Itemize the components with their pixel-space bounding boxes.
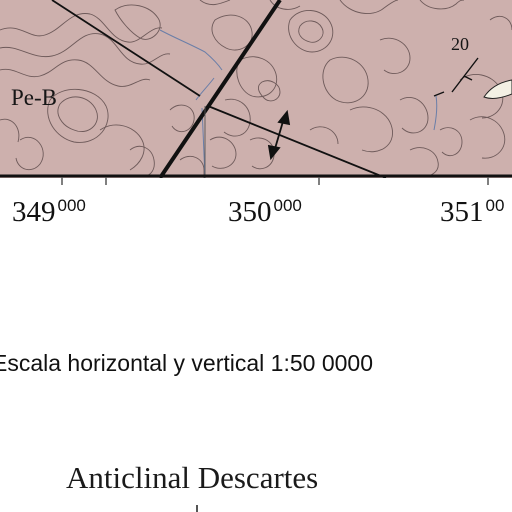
unit-label: Pe-B	[11, 85, 57, 110]
dip-symbol	[451, 57, 479, 93]
alluvial-lens	[483, 79, 512, 99]
coordinate-main: 351	[440, 196, 484, 228]
scale-text: Escala horizontal y vertical 1:50 0000	[0, 350, 373, 376]
geologic-map-panel: Pe-B 20	[0, 0, 512, 178]
contact-line	[433, 91, 445, 97]
coordinate-superscript: 000	[273, 196, 302, 215]
coordinate-main: 350	[228, 196, 272, 228]
section-line-a	[51, 0, 201, 97]
fault-line	[158, 0, 282, 178]
section-title-tick	[196, 505, 198, 512]
dip-value-label: 20	[451, 34, 469, 54]
unit-fill-area	[0, 0, 512, 178]
section-title: Anticlinal Descartes	[66, 460, 319, 495]
anticline-axis-symbol	[267, 109, 291, 161]
coordinate-label-350000: 350 000	[228, 197, 302, 227]
coordinate-ticks	[61, 177, 489, 185]
section-line-b	[207, 105, 387, 178]
map-graphic	[0, 0, 512, 178]
coordinate-label-349000: 349 000	[12, 197, 86, 227]
coordinate-superscript: 000	[57, 196, 86, 215]
coordinate-label-351000: 351 00	[440, 197, 504, 227]
coordinate-main: 349	[12, 196, 56, 228]
coordinate-superscript: 00	[485, 196, 505, 215]
